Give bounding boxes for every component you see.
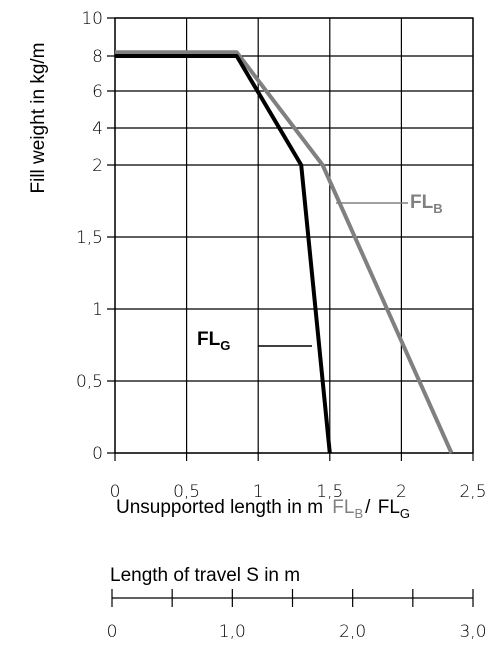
y-tick-labels: 0 0,5 1 1,5 2 4 6 8 10 [76,9,103,464]
y-tick-label: 1,5 [76,228,103,248]
plot-frame [114,17,474,454]
secondary-axis-tick-label: 1,0 [219,622,246,642]
series-line-fl-g [115,54,332,454]
y-tick-label: 0 [92,444,103,464]
x-axis-title-fl-g: FL [378,497,400,518]
secondary-axis-tick-label: 3,0 [459,622,486,642]
x-axis-title-main: Unsupported length in m [116,497,323,518]
fl-b-series-label: FLB [410,192,443,216]
y-axis-title: Fill weight in kg/m [28,43,49,194]
x-tick-label: 1 [253,482,264,502]
y-tick-label: 2 [92,156,103,176]
x-tick-labels: 0 0,5 1 1,5 2 2,5 [110,482,487,502]
y-tick-label: 6 [92,82,103,102]
x-axis-title-fl-b: FL [332,497,354,518]
secondary-axis-tick-label: 2,0 [339,622,366,642]
y-tick-label: 10 [81,9,103,29]
fl-g-series-label: FLG [197,329,230,353]
x-tick-label: 2 [396,482,407,502]
y-tick-label: 8 [92,47,103,67]
secondary-axis-tick-label: 0 [107,622,118,642]
x-tick-label: 0 [110,482,121,502]
y-tick-label: 1 [92,300,103,320]
x-axis-title: Unsupported length in m FLB / FLG [116,497,410,521]
x-tick-label: 0,5 [173,482,200,502]
series-line-fl-b [115,50,454,454]
grid [107,17,474,461]
x-tick-label: 2,5 [459,482,486,502]
y-tick-label: 4 [92,119,103,139]
x-tick-label: 1,5 [316,482,343,502]
y-tick-label: 0,5 [76,372,103,392]
secondary-axis-title: Length of travel S in m [110,565,300,586]
curves [115,50,454,454]
secondary-axis: 0 1,0 2,0 3,0 [107,589,487,642]
